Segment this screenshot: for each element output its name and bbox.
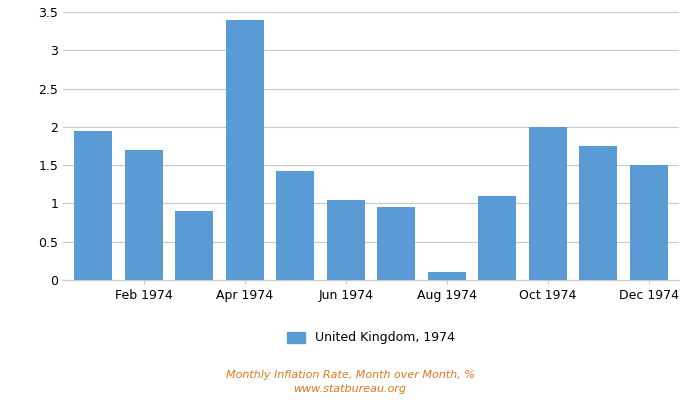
- Bar: [428, 272, 466, 280]
- Bar: [327, 200, 365, 280]
- Bar: [528, 127, 567, 280]
- Bar: [478, 196, 516, 280]
- Text: Monthly Inflation Rate, Month over Month, %: Monthly Inflation Rate, Month over Month…: [225, 370, 475, 380]
- Legend: United Kingdom, 1974: United Kingdom, 1974: [281, 326, 461, 350]
- Bar: [377, 207, 415, 280]
- Bar: [276, 170, 314, 280]
- Bar: [630, 165, 668, 280]
- Bar: [125, 150, 162, 280]
- Bar: [74, 131, 112, 280]
- Bar: [175, 211, 214, 280]
- Text: www.statbureau.org: www.statbureau.org: [293, 384, 407, 394]
- Bar: [580, 146, 617, 280]
- Bar: [226, 20, 264, 280]
